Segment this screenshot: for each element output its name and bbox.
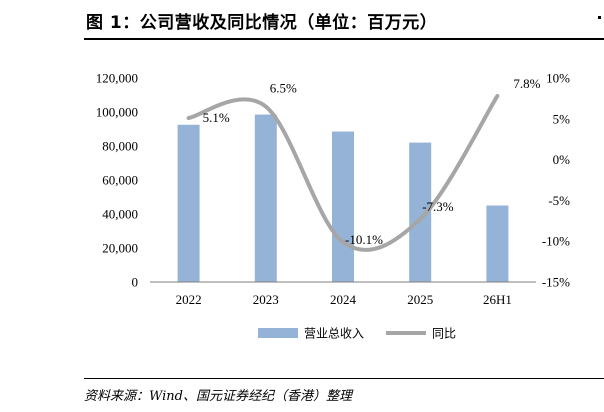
y-left-tick-label: 60,000 [102, 173, 138, 188]
y-left-tick-label: 120,000 [96, 71, 138, 86]
yoy-label-2022: 5.1% [203, 110, 230, 125]
yoy-label-2023: 6.5% [270, 81, 297, 96]
bar-2024 [332, 131, 354, 282]
bar-2025 [409, 142, 432, 282]
x-tick-label-2025: 2025 [407, 292, 433, 307]
bar-2023 [254, 114, 277, 282]
legend-label-revenue: 营业总收入 [304, 327, 364, 341]
y-left-tick-label: 0 [132, 275, 139, 290]
y-right-tick-label: 10% [546, 71, 570, 86]
y-right-tick-label: -5% [548, 193, 570, 208]
y-right-tick-label: 0% [553, 152, 571, 167]
x-tick-label-2024: 2024 [330, 292, 357, 307]
yoy-label-2025: -7.3% [422, 199, 454, 214]
source-note: 资料来源：Wind、国元证券经纪（香港）整理 [84, 389, 352, 404]
legend-group: 营业总收入 同比 [258, 327, 456, 341]
yoy-label-26H1: 7.8% [513, 76, 540, 91]
y-left-tick-label: 40,000 [102, 207, 138, 222]
legend-swatch-revenue [258, 328, 298, 338]
y-left-tick-label: 80,000 [102, 139, 138, 154]
legend-label-yoy: 同比 [432, 327, 456, 341]
bar-2022 [177, 124, 200, 282]
line-series-group: 5.1% 6.5% -10.1% -7.3% 7.8% [186, 76, 541, 252]
y-right-tick-label: 5% [553, 111, 571, 126]
y-left-tick-label: 100,000 [96, 105, 138, 120]
x-tick-label-2023: 2023 [253, 292, 279, 307]
x-tick-label-2022: 2022 [176, 292, 202, 307]
y-right-tick-label: -10% [542, 234, 570, 249]
axes-group: 2022 2023 2024 2025 26H1 0 20,000 40,000 60,000 8… [96, 71, 570, 308]
corner-mark [598, 16, 601, 19]
yoy-line [186, 93, 500, 252]
yoy-label-2024: -10.1% [345, 232, 383, 247]
source-divider [84, 378, 604, 379]
x-tick-label-26H1: 26H1 [483, 292, 512, 307]
y-left-tick-label: 20,000 [102, 241, 138, 256]
y-right-tick-label: -15% [542, 275, 570, 290]
title-underline [84, 38, 604, 40]
bar-26H1 [486, 205, 509, 282]
bar-series-group [177, 114, 509, 282]
figure-title: 图 1：公司营收及同比情况（单位：百万元） [86, 13, 438, 33]
